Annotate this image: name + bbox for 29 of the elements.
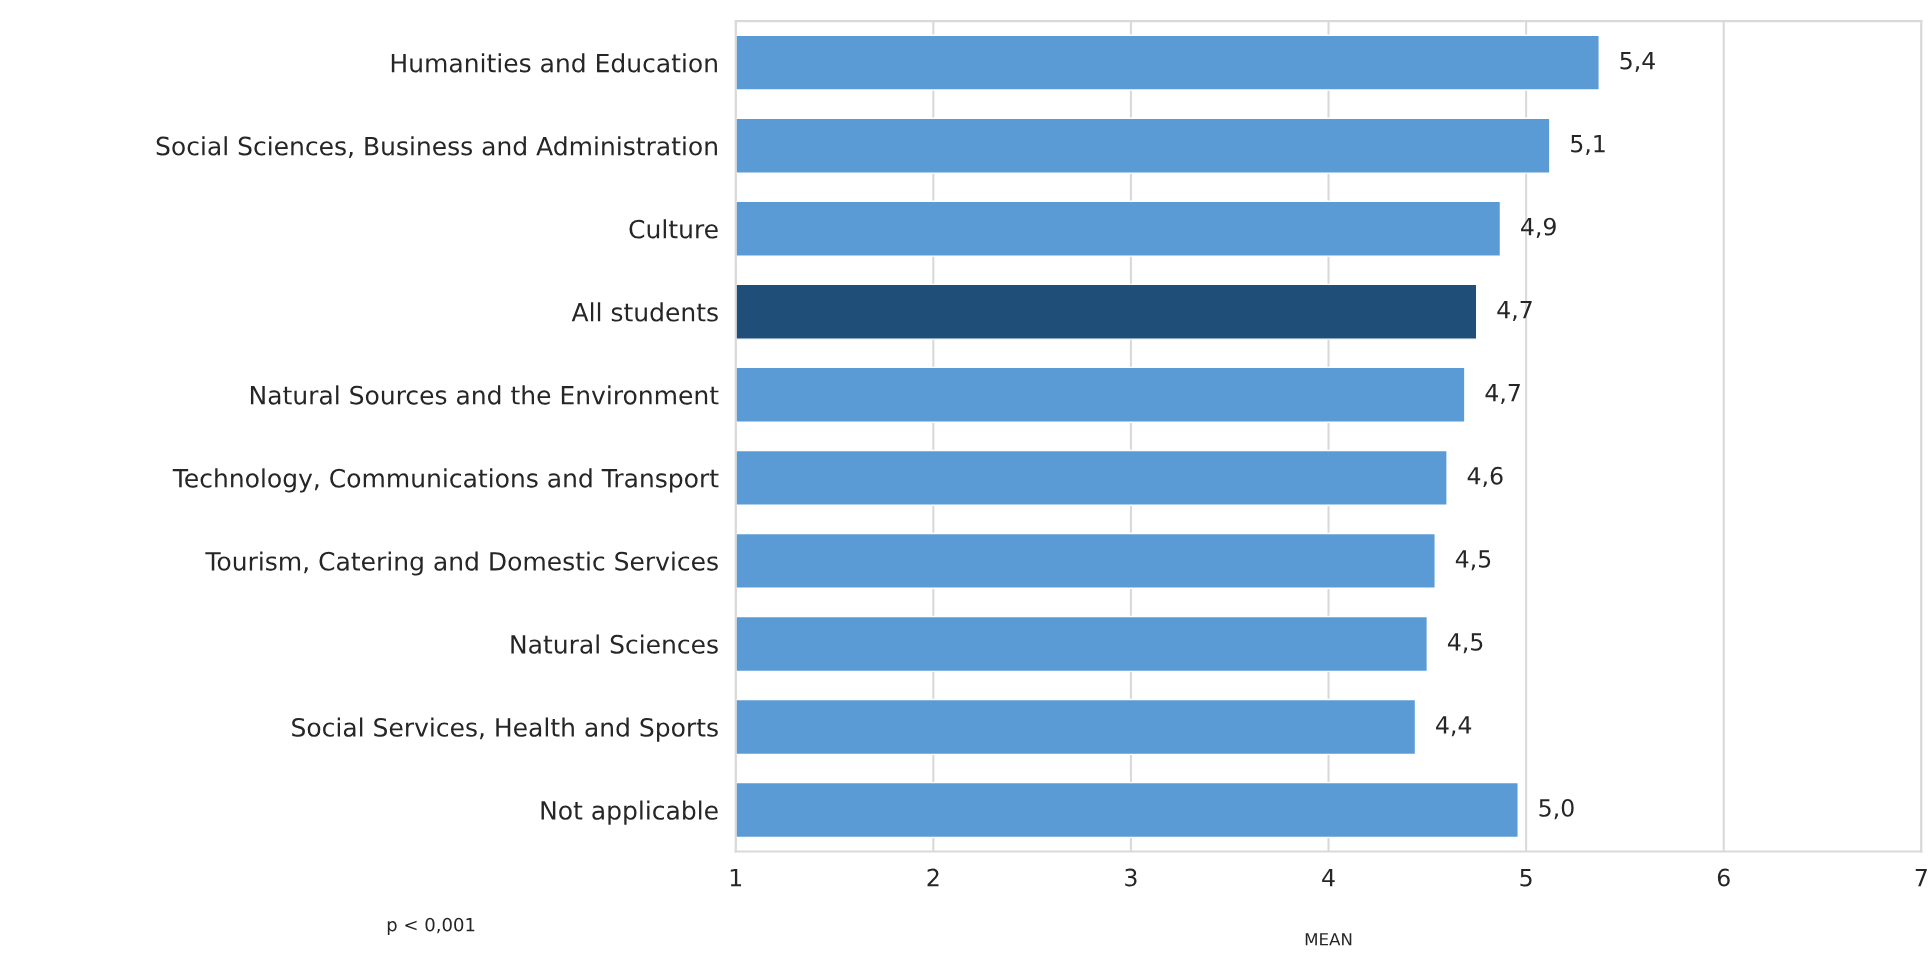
data-label: 5,1	[1571, 134, 1605, 155]
text: p < 0,001	[387, 917, 475, 935]
y-tick-label: Not applicable	[541, 800, 718, 825]
x-axis-title: MEAN	[1305, 933, 1352, 946]
x-tick-label: 6	[1717, 868, 1730, 887]
data-label: 4,4	[1436, 716, 1472, 737]
x-tick-label: 5	[1520, 868, 1532, 887]
y-tick-label: Social Sciences, Business and Administration	[156, 136, 717, 159]
x-tick-label: 1	[730, 868, 742, 887]
data-label: 4,5	[1455, 550, 1491, 571]
x-tick-label: 4	[1322, 868, 1335, 887]
y-tick-label: Humanities and Education	[391, 53, 717, 73]
x-tick-label: 2	[927, 868, 939, 887]
data-label: 4,9	[1521, 217, 1556, 238]
data-label: 4,5	[1447, 633, 1483, 654]
y-tick-label: Social Services, Health and Sports	[292, 717, 718, 742]
y-tick-label: Technology, Communications and Transport	[172, 468, 719, 493]
data-label: 5,0	[1539, 798, 1574, 820]
data-label: 4,7	[1497, 301, 1532, 322]
y-tick-label: Culture	[629, 219, 718, 239]
y-tick-label: All students	[571, 302, 718, 322]
y-tick-label: Natural Sciences	[511, 634, 718, 654]
data-label: 4,6	[1467, 466, 1503, 488]
x-tick-label: 3	[1125, 868, 1137, 887]
data-label: 5,4	[1620, 51, 1655, 72]
y-tick-label: Natural Sources and the Environment	[250, 385, 719, 405]
data-label: 4,7	[1485, 384, 1520, 405]
y-tick-label: Tourism, Catering and Domestic Services	[205, 551, 718, 576]
x-tick-label: 7	[1915, 868, 1927, 887]
